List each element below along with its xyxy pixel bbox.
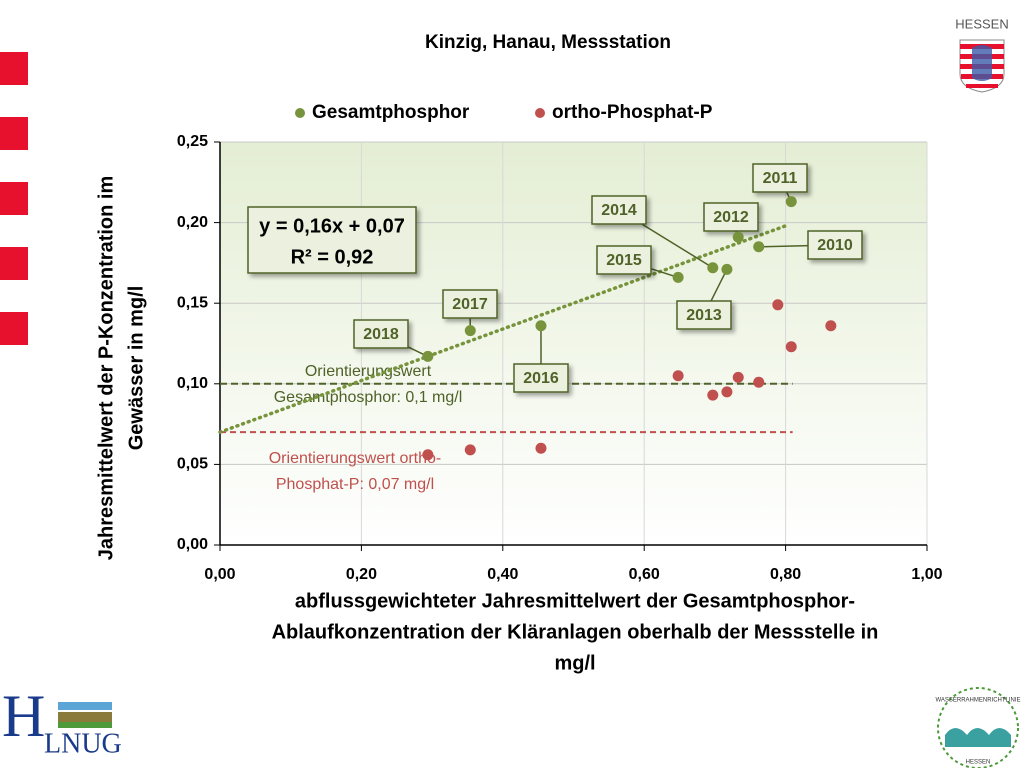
point-label: 2013 xyxy=(686,307,722,324)
point-label: 2018 xyxy=(363,326,399,343)
equation-label: y = 0,16x + 0,07 xyxy=(259,215,405,237)
legend-marker xyxy=(535,108,545,118)
chart-title: Kinzig, Hanau, Messstation xyxy=(425,32,671,53)
point xyxy=(772,299,784,311)
callout-box xyxy=(752,163,808,193)
equation-box xyxy=(247,206,417,274)
callout-box xyxy=(596,245,652,275)
x-tick-label: 0,40 xyxy=(487,566,518,583)
x-axis-label: mg/l xyxy=(554,652,595,674)
x-tick-label: 1,00 xyxy=(911,566,942,583)
point xyxy=(535,442,547,454)
callout-box xyxy=(442,289,498,319)
point xyxy=(753,241,765,253)
reference-label: Gesamtphosphor: 0,1 mg/l xyxy=(274,389,463,406)
hessen-logo: HESSEN xyxy=(955,16,1009,93)
point xyxy=(672,271,684,283)
y-tick-label: 0,25 xyxy=(177,133,208,150)
point xyxy=(721,386,733,398)
y-tick-label: 0,15 xyxy=(177,294,208,311)
point-label: 2015 xyxy=(606,252,642,269)
x-axis-label: Ablaufkonzentration der Kläranlagen ober… xyxy=(272,621,879,643)
logo-text: HESSEN xyxy=(955,16,1008,31)
logo-lnug: LNUG xyxy=(44,728,122,759)
legend-label: ortho-Phosphat-P xyxy=(552,102,713,123)
y-tick-label: 0,10 xyxy=(177,375,208,392)
callout-box xyxy=(353,319,409,349)
y-tick-label: 0,05 xyxy=(177,456,208,473)
point-label: 2017 xyxy=(452,296,488,313)
reference-label: Phosphat-P: 0,07 mg/l xyxy=(276,476,434,493)
reference-label: Orientierungswert ortho- xyxy=(269,450,442,467)
point xyxy=(721,263,733,275)
x-tick-label: 0,00 xyxy=(204,566,235,583)
point xyxy=(422,449,434,461)
point xyxy=(785,341,797,353)
point xyxy=(464,325,476,337)
trendline xyxy=(218,224,788,434)
callout-box xyxy=(676,300,732,330)
point xyxy=(422,350,434,362)
callout-box xyxy=(591,195,647,225)
point xyxy=(707,262,719,274)
hlnug-logo: H LNUG xyxy=(2,683,122,760)
point xyxy=(535,320,547,332)
callout-box xyxy=(807,230,863,260)
point xyxy=(732,371,744,383)
x-axis-label: abflussgewichteter Jahresmittelwert der … xyxy=(295,590,855,612)
logo-h: H xyxy=(2,683,45,749)
x-tick-label: 0,60 xyxy=(629,566,660,583)
side-squares xyxy=(0,52,28,345)
point-label: 2014 xyxy=(601,202,637,219)
callout-box xyxy=(513,363,569,393)
legend-label: Gesamtphosphor xyxy=(312,102,470,123)
y-axis-label: Jahresmittelwert der P-Konzentration im xyxy=(95,176,117,561)
x-tick-label: 0,20 xyxy=(346,566,377,583)
logo-text: WASSERRAHMENRICHTLINIE xyxy=(935,698,1020,704)
y-axis-label: Gewässer in mg/l xyxy=(125,286,147,451)
point xyxy=(707,389,719,401)
point-label: 2010 xyxy=(817,237,853,254)
point xyxy=(672,370,684,382)
point-label: 2016 xyxy=(523,370,559,387)
point xyxy=(825,320,837,332)
point xyxy=(753,376,765,388)
equation-label: R² = 0,92 xyxy=(291,246,374,268)
point xyxy=(464,444,476,456)
point xyxy=(732,231,744,243)
point-label: 2011 xyxy=(763,170,798,187)
legend-marker xyxy=(295,108,305,118)
logo-text: HESSEN xyxy=(966,760,991,766)
point xyxy=(785,196,797,208)
x-tick-label: 0,80 xyxy=(770,566,801,583)
point-label: 2012 xyxy=(713,209,749,226)
callout-box xyxy=(703,202,759,232)
chart: 0,00 0,05 0,10 0,15 0,20 0,25 0,00 0,20 0,40 0,60… xyxy=(95,102,942,674)
y-tick-label: 0,20 xyxy=(177,214,208,231)
wrrl-logo: WASSERRAHMENRICHTLINIE HESSEN xyxy=(935,687,1021,768)
y-tick-label: 0,00 xyxy=(177,536,208,553)
